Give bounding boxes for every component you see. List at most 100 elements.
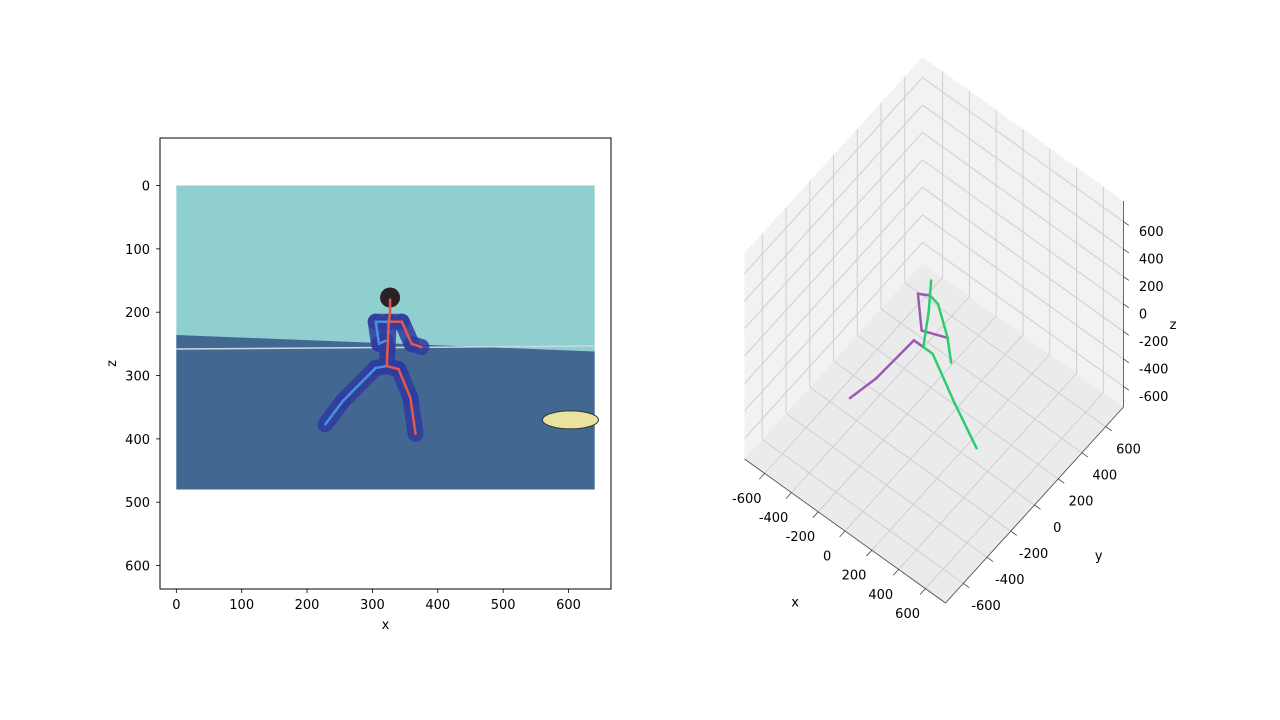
z-tick xyxy=(1123,303,1130,309)
image-panel: 0 100 200 300 400 500 600 0 100 200 300 400 500 600 x z xyxy=(105,137,612,633)
skeleton-2d-right-bone xyxy=(409,396,417,436)
y-tick-label: 400 xyxy=(1092,469,1117,484)
skeleton-3d-right-bone xyxy=(922,345,934,356)
x-tick-label: 200 xyxy=(295,598,320,613)
skeleton-3d-right-bone xyxy=(928,279,933,297)
x-tick-label: 600 xyxy=(556,598,581,613)
z-tick xyxy=(1123,386,1130,391)
skeleton-2d-right-bone xyxy=(385,364,400,371)
z-tick xyxy=(1123,221,1130,226)
back-grid-line xyxy=(922,132,1124,277)
x-axis-label: x xyxy=(791,595,799,610)
skeleton-2d-left-bone xyxy=(374,364,389,370)
z-tick-label: 400 xyxy=(1139,253,1164,268)
skeleton-3d-right-bone xyxy=(927,294,932,314)
x-axis-label: x xyxy=(382,618,390,633)
side-grid-line xyxy=(744,132,923,329)
skeleton-2d-right-bone xyxy=(400,320,413,346)
x-tick-label: 600 xyxy=(895,607,920,622)
floor-grid-line xyxy=(809,386,1012,532)
z-tick xyxy=(1123,331,1130,336)
back-grid-line xyxy=(922,159,1124,305)
axes-frame xyxy=(159,137,612,590)
x-tick xyxy=(919,588,926,595)
floor-grid-line xyxy=(762,438,964,584)
x-tick-label: 500 xyxy=(491,598,516,613)
skeleton-2d-left-bone xyxy=(341,366,377,403)
x-tick-label: -200 xyxy=(786,530,816,545)
z-tick-label: 600 xyxy=(1139,225,1164,240)
skeleton-3d-right-bone xyxy=(936,302,949,339)
skeleton-2d-right-bone xyxy=(410,342,423,349)
floor-grid-line xyxy=(880,308,1083,454)
y-tick xyxy=(1058,478,1065,484)
y-tick-label: 500 xyxy=(125,496,150,511)
skeleton-2d-right-bone xyxy=(387,310,392,323)
skeleton-3d-right-bone xyxy=(946,335,953,364)
back-grid-line xyxy=(922,77,1124,223)
y-axis-label: y xyxy=(1095,549,1103,564)
side-grid-line xyxy=(744,187,923,384)
x-tick xyxy=(812,511,819,518)
skeleton-2d-left-bone xyxy=(374,320,381,346)
floor-logo-mat xyxy=(541,410,599,430)
skeleton-2d-left-bone xyxy=(377,339,387,346)
x-tick-label: 400 xyxy=(868,588,893,603)
skeleton-2d-right-bone xyxy=(386,320,391,352)
side-grid-line xyxy=(744,104,923,302)
y-tick-label: -200 xyxy=(1019,547,1049,562)
x-tick xyxy=(866,549,873,557)
image-floor xyxy=(176,334,595,490)
x-tick xyxy=(892,569,899,576)
x-tick-label: 100 xyxy=(229,598,254,613)
skeleton-3d-right-bone xyxy=(922,311,930,349)
z-tick-label: 0 xyxy=(1139,308,1147,323)
z-tick-label: -200 xyxy=(1139,335,1169,350)
y-tick-label: 400 xyxy=(125,433,150,448)
back-grid-line xyxy=(922,241,1124,387)
skeleton-2d-right-bone xyxy=(397,367,412,399)
side-grid-line xyxy=(744,214,923,412)
x-tick-label: 300 xyxy=(360,598,385,613)
y-tick xyxy=(1034,504,1041,510)
z-tick xyxy=(1123,358,1130,364)
skeleton-3d-right-bone xyxy=(931,352,956,404)
z-axis-label: z xyxy=(1170,318,1177,333)
y-tick-label: 0 xyxy=(1053,521,1061,536)
floor-grid-line xyxy=(785,412,988,558)
y-axis-label: z xyxy=(105,360,120,367)
y-tick-label: -400 xyxy=(995,573,1025,588)
z-tick-label: -400 xyxy=(1139,363,1169,378)
back-grid-line xyxy=(922,104,1124,250)
z-tick-label: 200 xyxy=(1139,280,1164,295)
back-grid-line xyxy=(922,187,1124,332)
skeleton-3d-right-bone xyxy=(928,294,940,306)
x-tick-label: 0 xyxy=(172,598,180,613)
side-grid-line xyxy=(744,77,923,274)
side-grid-line xyxy=(744,159,923,357)
x-tick-label: 400 xyxy=(425,598,450,613)
skeleton-3d-left-bone xyxy=(912,339,925,349)
skeleton-3d-left-bone xyxy=(916,292,923,332)
y-tick-label: -600 xyxy=(971,599,1001,614)
x-tick-label: -600 xyxy=(732,492,762,507)
y-tick xyxy=(1105,426,1112,432)
y-tick-label: 200 xyxy=(125,306,150,321)
y-tick-label: 600 xyxy=(125,560,150,575)
y-tick xyxy=(1010,530,1018,536)
skeleton-3d-right-bone xyxy=(952,400,978,450)
skeleton-3d-left-bone xyxy=(874,339,916,380)
y-tick-label: 600 xyxy=(1116,442,1141,457)
y-tick-label: 100 xyxy=(125,243,150,258)
y-tick xyxy=(963,583,970,589)
back-grid-line xyxy=(922,214,1124,360)
x-tick-label: -400 xyxy=(759,511,789,526)
x-tick-label: 200 xyxy=(842,569,867,584)
skeleton-2d-left-bone xyxy=(324,399,345,426)
3d-skeleton-panel: -600-400-2000200400600-600-400-200020040… xyxy=(732,57,1177,622)
z-tick-label: -600 xyxy=(1139,390,1169,405)
y-tick xyxy=(1081,452,1089,458)
skeleton-3d-left-bone xyxy=(916,292,932,297)
x-tick xyxy=(758,473,765,480)
